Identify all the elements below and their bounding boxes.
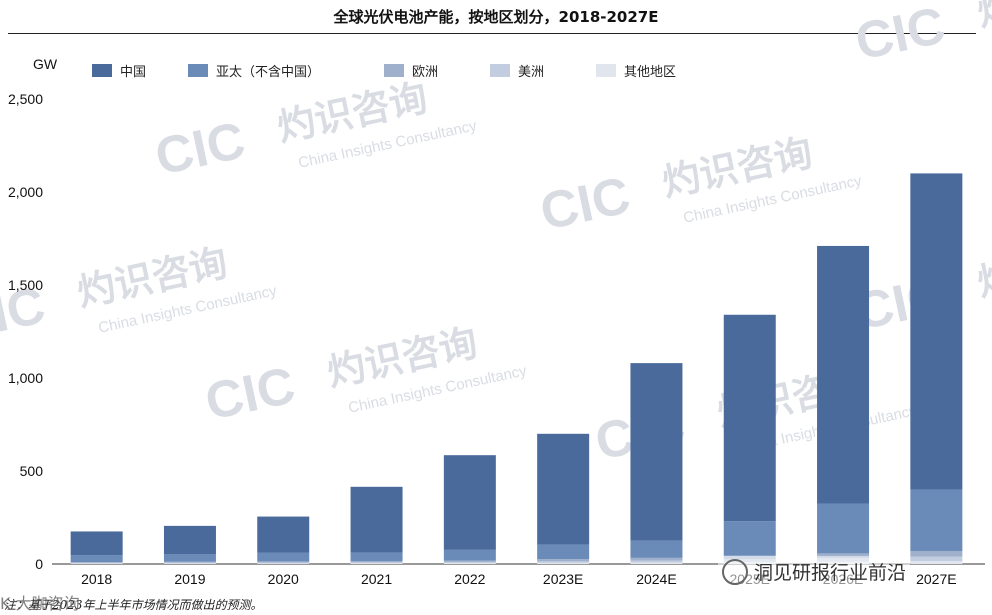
x-tick-label: 2022	[454, 571, 485, 587]
bar-segment	[70, 562, 123, 563]
x-tick-label: 2021	[361, 571, 392, 587]
wechat-icon	[722, 558, 748, 585]
bar-segment	[910, 489, 963, 551]
x-tick-label: 2023E	[543, 571, 583, 587]
bar-segment	[350, 562, 403, 564]
y-tick-label: 500	[20, 463, 44, 479]
bar-segment	[723, 521, 776, 556]
bars	[70, 173, 963, 564]
legend-swatch	[596, 64, 616, 77]
bar-segment	[817, 553, 870, 559]
legend-label: 其他地区	[624, 65, 676, 80]
bar-segment	[257, 516, 310, 553]
bar-segment	[70, 531, 123, 556]
bar-segment	[630, 560, 683, 563]
watermark-logo: CIC	[150, 111, 250, 186]
bar-segment	[630, 363, 683, 541]
bar-segment	[817, 245, 870, 504]
footnote: 注：基于2023年上半年市场情况而做出的预测。	[4, 598, 263, 612]
bar-segment	[537, 544, 590, 560]
bar-segment	[350, 486, 403, 553]
bar-segment	[163, 562, 216, 564]
watermark-cn: 灼识咨询	[973, 0, 992, 35]
bar-segment	[163, 561, 216, 563]
bar-segment	[630, 562, 683, 564]
bar-segment	[443, 549, 496, 561]
bar-segment	[537, 561, 590, 563]
bar-segment	[630, 557, 683, 561]
bar-segment	[257, 562, 310, 564]
bar-segment	[630, 540, 683, 558]
x-tick-label: 2018	[81, 571, 112, 587]
y-axis-unit: GW	[33, 56, 58, 72]
bar-segment	[443, 563, 496, 564]
legend-label: 欧洲	[412, 65, 438, 80]
bar-segment	[163, 554, 216, 562]
y-tick-label: 2,000	[8, 184, 43, 200]
bar-segment	[350, 561, 403, 563]
bar-segment	[817, 503, 870, 554]
bar-segment	[163, 563, 216, 564]
legend-swatch	[384, 64, 404, 77]
bar-segment	[350, 563, 403, 564]
title-divider	[8, 33, 976, 34]
x-tick-label: 2024E	[636, 571, 676, 587]
bar-segment	[163, 525, 216, 555]
bar-segment	[257, 552, 310, 562]
bar-segment	[443, 560, 496, 562]
bar-segment	[70, 555, 123, 563]
source-badge-text: 洞见研报行业前沿	[754, 562, 907, 584]
y-tick-label: 0	[35, 556, 43, 572]
bar-segment	[537, 562, 590, 564]
legend-swatch	[188, 64, 208, 77]
bar-segment	[70, 563, 123, 564]
watermark-logo: CIC	[200, 356, 300, 431]
legend-label: 中国	[120, 65, 146, 80]
bar-segment	[537, 559, 590, 562]
corner-logo: K 大咖咨询	[0, 594, 80, 613]
bar-segment	[443, 455, 496, 550]
y-tick-label: 1,000	[8, 370, 43, 386]
bar-segment	[910, 561, 963, 564]
bar-segment	[910, 173, 963, 490]
bar-segment	[443, 561, 496, 564]
y-tick-label: 2,500	[8, 91, 43, 107]
legend-label: 美洲	[518, 65, 544, 80]
watermark-logo: CIC	[535, 166, 635, 241]
x-tick-label: 2019	[174, 571, 205, 587]
bar-segment	[910, 550, 963, 557]
x-tick-label: 2020	[268, 571, 299, 587]
chart-title: 全球光伏电池产能，按地区划分，2018-2027E	[333, 8, 659, 26]
bar-segment	[537, 433, 590, 545]
bar-segment	[723, 314, 776, 522]
source-badge: 洞见研报行业前沿	[718, 556, 911, 587]
x-tick-label: 2027E	[916, 571, 956, 587]
legend: 中国 亚太（不含中国） 欧洲 美洲 其他地区	[92, 64, 676, 80]
bar-segment	[257, 561, 310, 563]
bar-segment	[910, 556, 963, 562]
bar-segment	[70, 562, 123, 564]
watermark-cn: 灼识咨询	[973, 230, 992, 305]
legend-label: 亚太（不含中国）	[216, 64, 320, 80]
legend-swatch	[490, 64, 510, 77]
bar-segment	[350, 552, 403, 562]
watermark-logo: CIC	[850, 0, 950, 72]
bar-segment	[257, 563, 310, 564]
y-tick-label: 1,500	[8, 277, 43, 293]
legend-swatch	[92, 64, 112, 77]
